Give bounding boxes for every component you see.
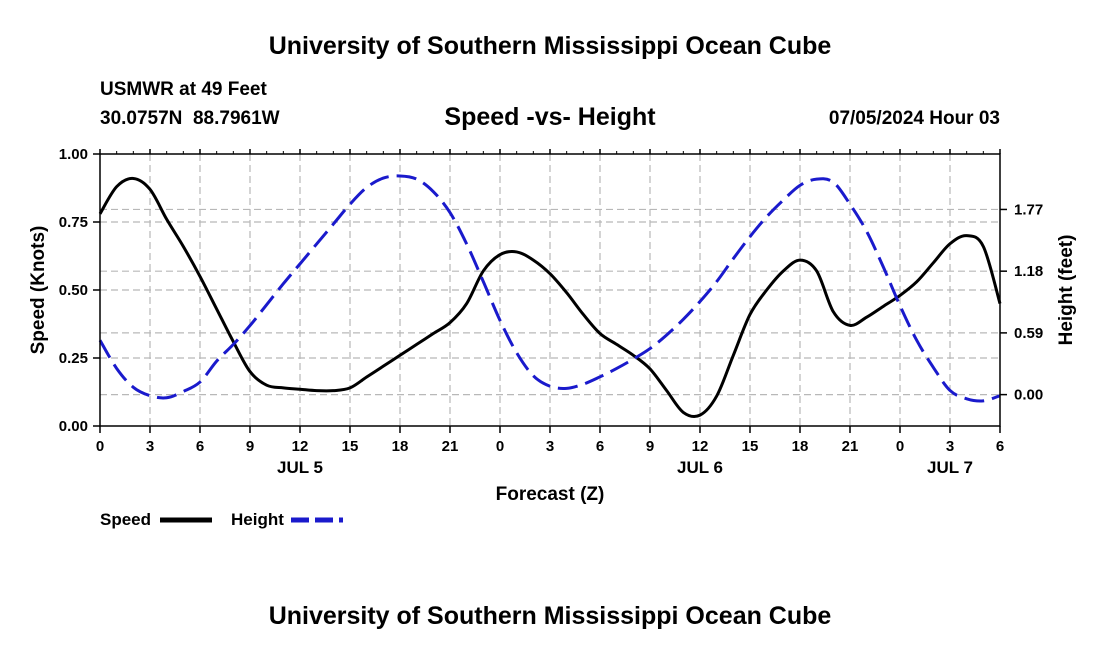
x-tick-label: 18	[392, 438, 409, 455]
date-label: JUL 7	[927, 458, 973, 477]
date-labels: JUL 5 JUL 6 JUL 7	[277, 458, 973, 477]
x-tick-label: 12	[292, 438, 309, 455]
x-tick-labels: 0 3 6 9 12 15 18 21 0 3 6 9 12 15 18 21 0 3 6	[96, 438, 1004, 455]
y-right-tick-label: 0.59	[1014, 325, 1043, 342]
x-tick-label: 6	[596, 438, 604, 455]
y-left-tick-labels: 0.00 0.25 0.50 0.75 1.00	[59, 146, 88, 435]
y-left-axis-title: Speed (Knots)	[28, 226, 49, 355]
date-label: JUL 5	[277, 458, 323, 477]
x-tick-label: 3	[946, 438, 954, 455]
x-tick-label: 6	[996, 438, 1004, 455]
x-tick-label: 0	[496, 438, 504, 455]
y-left-tick-label: 1.00	[59, 146, 88, 163]
forecast-datetime: 07/05/2024 Hour 03	[829, 108, 1000, 129]
station-coordinates: 30.0757N 88.7961W	[100, 108, 280, 129]
x-tick-label: 18	[792, 438, 809, 455]
y-left-tick-label: 0.75	[59, 214, 88, 231]
date-label: JUL 6	[677, 458, 723, 477]
legend-speed-label: Speed	[100, 510, 151, 529]
y-right-axis-title: Height (feet)	[1056, 235, 1077, 346]
legend: Speed Height	[100, 510, 343, 529]
axis-ticks	[93, 149, 1007, 433]
x-tick-label: 3	[546, 438, 554, 455]
y-right-tick-labels: 0.00 0.59 1.18 1.77	[1014, 201, 1043, 403]
x-tick-label: 15	[742, 438, 759, 455]
x-tick-label: 0	[96, 438, 104, 455]
legend-height-label: Height	[231, 510, 284, 529]
station-name: USMWR at 49 Feet	[100, 79, 267, 100]
y-right-tick-label: 1.18	[1014, 263, 1043, 280]
y-right-tick-label: 1.77	[1014, 201, 1043, 218]
series-line-height	[98, 174, 1001, 403]
y-left-tick-label: 0.00	[59, 418, 88, 435]
x-tick-label: 15	[342, 438, 359, 455]
x-tick-label: 0	[896, 438, 904, 455]
y-right-tick-label: 0.00	[1014, 387, 1043, 404]
x-tick-label: 21	[442, 438, 459, 455]
page-title-bottom: University of Southern Mississippi Ocean…	[269, 602, 832, 630]
x-tick-label: 9	[246, 438, 254, 455]
x-tick-label: 12	[692, 438, 709, 455]
x-tick-label: 6	[196, 438, 204, 455]
y-left-tick-label: 0.25	[59, 350, 88, 367]
y-left-tick-label: 0.50	[59, 282, 88, 299]
x-axis-title: Forecast (Z)	[496, 484, 605, 505]
chart-title: Speed -vs- Height	[444, 103, 656, 131]
grid	[100, 154, 1000, 426]
page-title-top: University of Southern Mississippi Ocean…	[269, 32, 832, 60]
series-layer	[98, 174, 1002, 419]
x-tick-label: 9	[646, 438, 654, 455]
x-tick-label: 3	[146, 438, 154, 455]
x-tick-label: 21	[842, 438, 859, 455]
series-line-speed	[98, 176, 1002, 419]
